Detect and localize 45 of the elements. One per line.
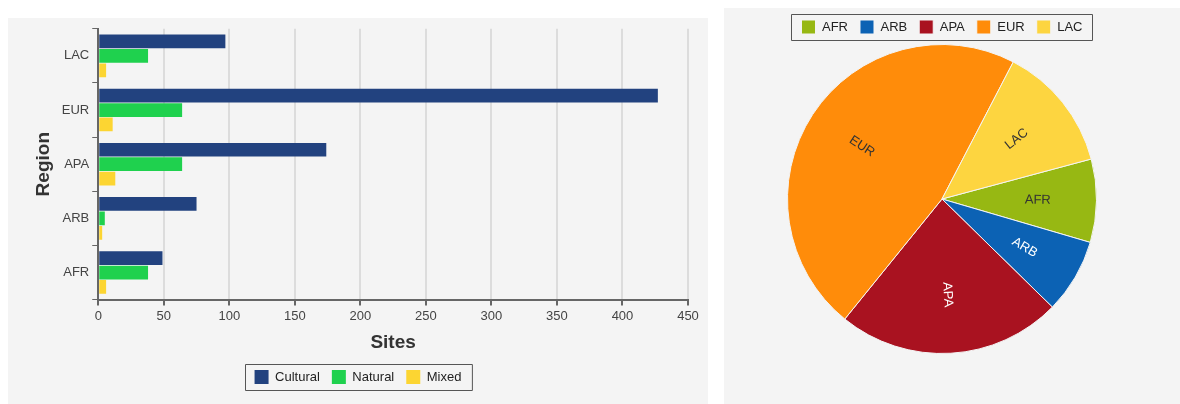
x-tick-label: 150 xyxy=(283,307,306,323)
x-axis-title: Sites xyxy=(370,330,416,352)
bar xyxy=(99,34,226,49)
legend-label: Cultural xyxy=(275,368,320,384)
bar xyxy=(99,117,113,132)
bar xyxy=(99,280,107,294)
bar xyxy=(99,142,327,157)
bar xyxy=(99,63,107,78)
legend-label: EUR xyxy=(997,18,1025,34)
legend-label: LAC xyxy=(1057,18,1083,34)
x-tick-label: 300 xyxy=(480,307,503,323)
x-tick-label: 400 xyxy=(611,307,634,323)
slice-label: ARB xyxy=(1009,233,1041,260)
x-tick-label: 0 xyxy=(94,307,102,323)
bar xyxy=(99,211,105,226)
legend-label: ARB xyxy=(880,18,908,34)
slice-label: APA xyxy=(940,281,957,308)
x-tick-label: 200 xyxy=(349,307,372,323)
y-tick-label: LAC xyxy=(63,47,90,63)
y-tick-label: ARB xyxy=(62,209,90,225)
x-tick-label: 350 xyxy=(546,307,568,323)
bar xyxy=(99,171,116,186)
legend-label: Natural xyxy=(352,368,395,384)
bar xyxy=(99,103,183,117)
bar xyxy=(99,197,197,211)
x-tick-label: 450 xyxy=(677,307,699,323)
bar xyxy=(99,157,183,172)
bar xyxy=(99,251,163,265)
y-tick-label: APA xyxy=(64,155,90,171)
x-tick-label: 50 xyxy=(156,307,172,323)
x-tick-label: 250 xyxy=(415,307,437,323)
y-tick-label: AFR xyxy=(63,264,90,280)
legend-label: APA xyxy=(939,18,966,34)
y-axis-title: Region xyxy=(31,132,53,197)
slice-label: AFR xyxy=(1024,191,1051,207)
slice-label: LAC xyxy=(1001,124,1031,153)
bar xyxy=(99,88,658,103)
legend-label: Mixed xyxy=(426,368,462,384)
bar xyxy=(99,265,149,280)
bar xyxy=(99,49,149,63)
legend-label: AFR xyxy=(821,18,848,34)
bar xyxy=(99,225,103,240)
x-tick-label: 100 xyxy=(218,307,241,323)
slice-label: EUR xyxy=(846,131,878,160)
y-tick-label: EUR xyxy=(61,101,90,117)
